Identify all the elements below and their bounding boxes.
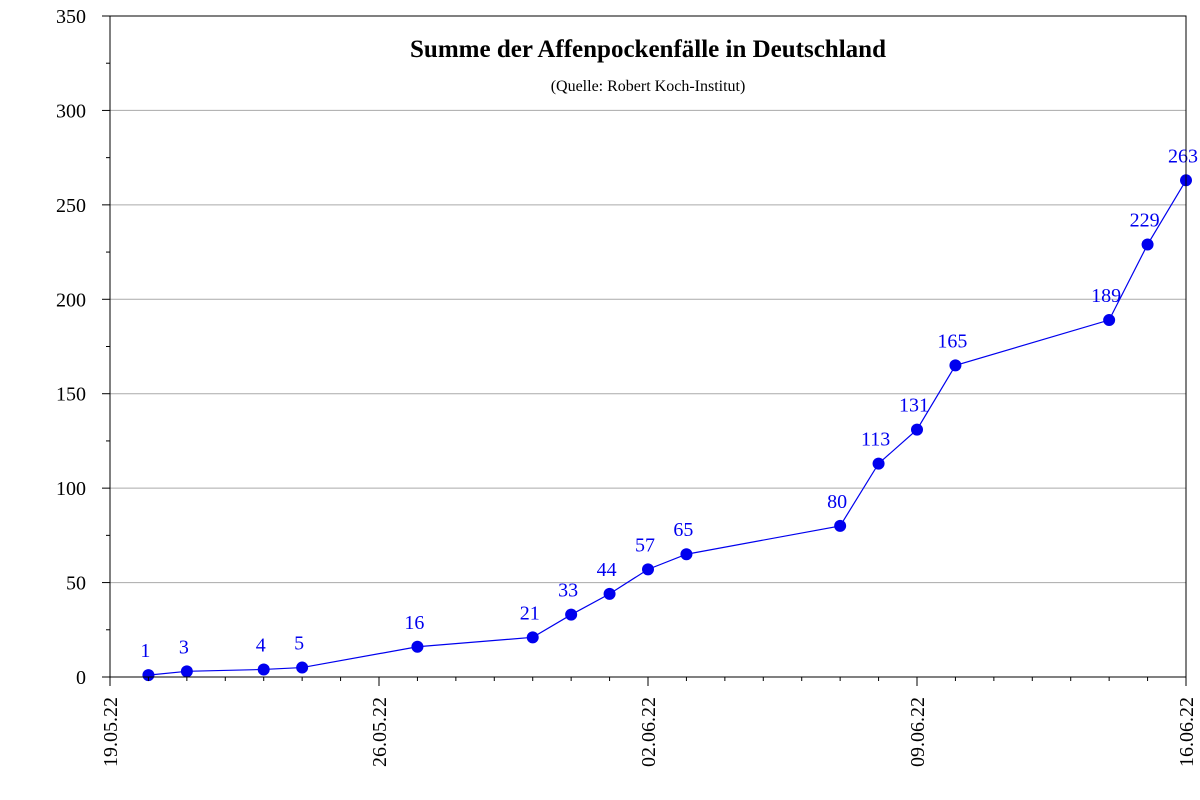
- x-tick-label: 16.06.22: [1176, 697, 1198, 767]
- data-label: 131: [899, 395, 929, 417]
- y-tick-label: 0: [76, 667, 86, 689]
- axes: 0 50 100 150 200 250 300 350 19.05.22 26.05.22 02.…: [56, 6, 1198, 767]
- data-label: 3: [179, 636, 189, 658]
- data-label: 165: [937, 330, 967, 352]
- data-label: 1: [140, 640, 150, 662]
- data-point: [680, 548, 693, 561]
- chart-subtitle: (Quelle: Robert Koch-Institut): [551, 78, 746, 95]
- data-label: 57: [635, 534, 655, 556]
- data-label: 5: [294, 633, 304, 655]
- data-label: 189: [1091, 285, 1121, 307]
- data-point: [180, 665, 193, 678]
- data-label: 4: [256, 634, 266, 656]
- data-point: [911, 423, 923, 436]
- data-point: [1141, 238, 1154, 251]
- data-label: 65: [673, 519, 693, 541]
- data-series: 1 3 4 5 16 21 33 44 57 65 80 113 131 165 189 229 263: [140, 145, 1198, 682]
- series-line: [148, 180, 1187, 676]
- data-point: [411, 640, 424, 653]
- y-tick-label: 150: [56, 384, 86, 406]
- chart-title: Summe der Affenpockenfälle in Deutschlan…: [410, 36, 886, 63]
- x-tick-label: 02.06.22: [638, 697, 660, 767]
- data-label: 21: [520, 602, 540, 624]
- y-tick-label: 200: [56, 289, 86, 311]
- data-point: [603, 587, 616, 600]
- y-tick-label: 100: [56, 478, 86, 500]
- grid-lines: [110, 109, 1186, 584]
- data-label: 80: [827, 491, 847, 513]
- y-tick-label: 50: [66, 573, 86, 595]
- x-tick-label: 19.05.22: [100, 697, 122, 767]
- data-point: [642, 563, 654, 576]
- data-point: [257, 663, 270, 676]
- data-point: [565, 608, 578, 621]
- data-point: [296, 661, 309, 674]
- data-label: 263: [1168, 145, 1198, 167]
- x-tick-label: 26.05.22: [369, 697, 391, 767]
- data-point: [949, 359, 962, 372]
- data-point: [872, 457, 885, 470]
- data-point: [834, 519, 847, 532]
- data-point: [1103, 314, 1116, 327]
- data-point: [142, 669, 155, 682]
- y-tick-label: 250: [56, 195, 86, 217]
- plot-frame: [109, 15, 1187, 678]
- data-label: 113: [861, 429, 890, 451]
- data-label: 16: [404, 612, 424, 634]
- data-point: [526, 631, 539, 644]
- data-label: 33: [558, 580, 578, 602]
- y-tick-label: 350: [56, 6, 86, 28]
- x-tick-label: 09.06.22: [907, 697, 929, 767]
- data-label: 229: [1130, 210, 1160, 232]
- data-label: 44: [597, 559, 617, 581]
- y-tick-label: 300: [56, 100, 86, 122]
